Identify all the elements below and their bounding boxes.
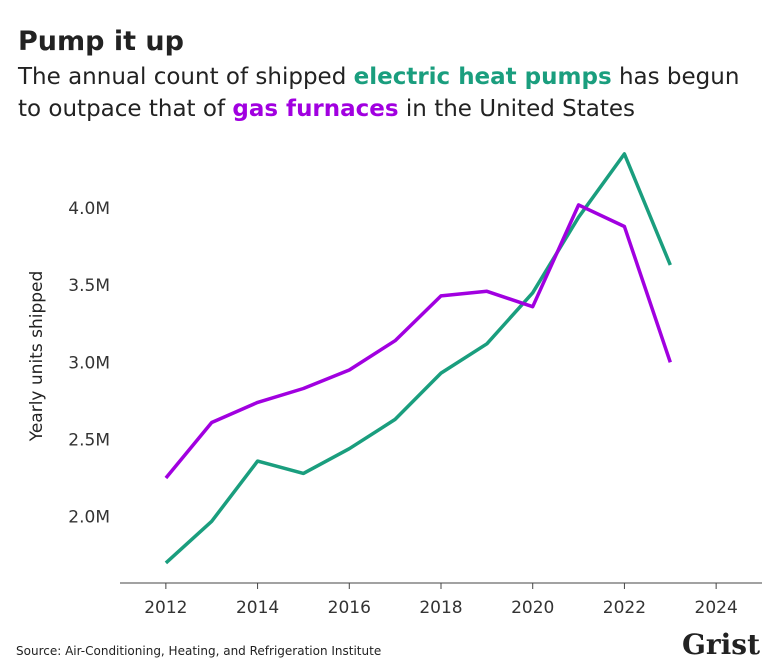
subtitle-line: to outpace that of gas furnaces in the U…: [18, 96, 635, 122]
subtitle-text: The annual count of shipped: [17, 64, 354, 90]
subtitle-highlight: electric heat pumps: [354, 64, 612, 90]
x-tick-label: 2020: [511, 598, 554, 618]
x-tick-label: 2018: [419, 598, 462, 618]
logo: Grist: [682, 628, 760, 661]
y-tick-label: 3.5M: [68, 276, 110, 296]
y-tick-label: 3.0M: [68, 353, 110, 373]
subtitle-line: The annual count of shipped electric hea…: [17, 64, 739, 90]
x-tick-label: 2012: [144, 598, 187, 618]
y-tick-label: 2.5M: [68, 430, 110, 450]
x-tick-label: 2016: [328, 598, 371, 618]
subtitle-highlight: gas furnaces: [232, 96, 398, 122]
series-line: [164, 203, 672, 480]
y-tick-label: 4.0M: [68, 199, 110, 219]
chart-title: Pump it up: [18, 26, 184, 57]
series-line: [164, 152, 672, 565]
subtitle-text: in the United States: [399, 96, 635, 122]
x-tick-label: 2014: [236, 598, 279, 618]
subtitle-text: has begun: [612, 64, 740, 90]
x-tick-label: 2024: [695, 598, 738, 618]
x-tick-label: 2022: [603, 598, 646, 618]
y-axis-label: Yearly units shipped: [27, 271, 47, 443]
y-tick-label: 2.0M: [68, 508, 110, 528]
source: Source: Air-Conditioning, Heating, and R…: [16, 644, 381, 658]
subtitle-text: to outpace that of: [18, 96, 232, 122]
subtitle: The annual count of shipped electric hea…: [17, 64, 739, 122]
